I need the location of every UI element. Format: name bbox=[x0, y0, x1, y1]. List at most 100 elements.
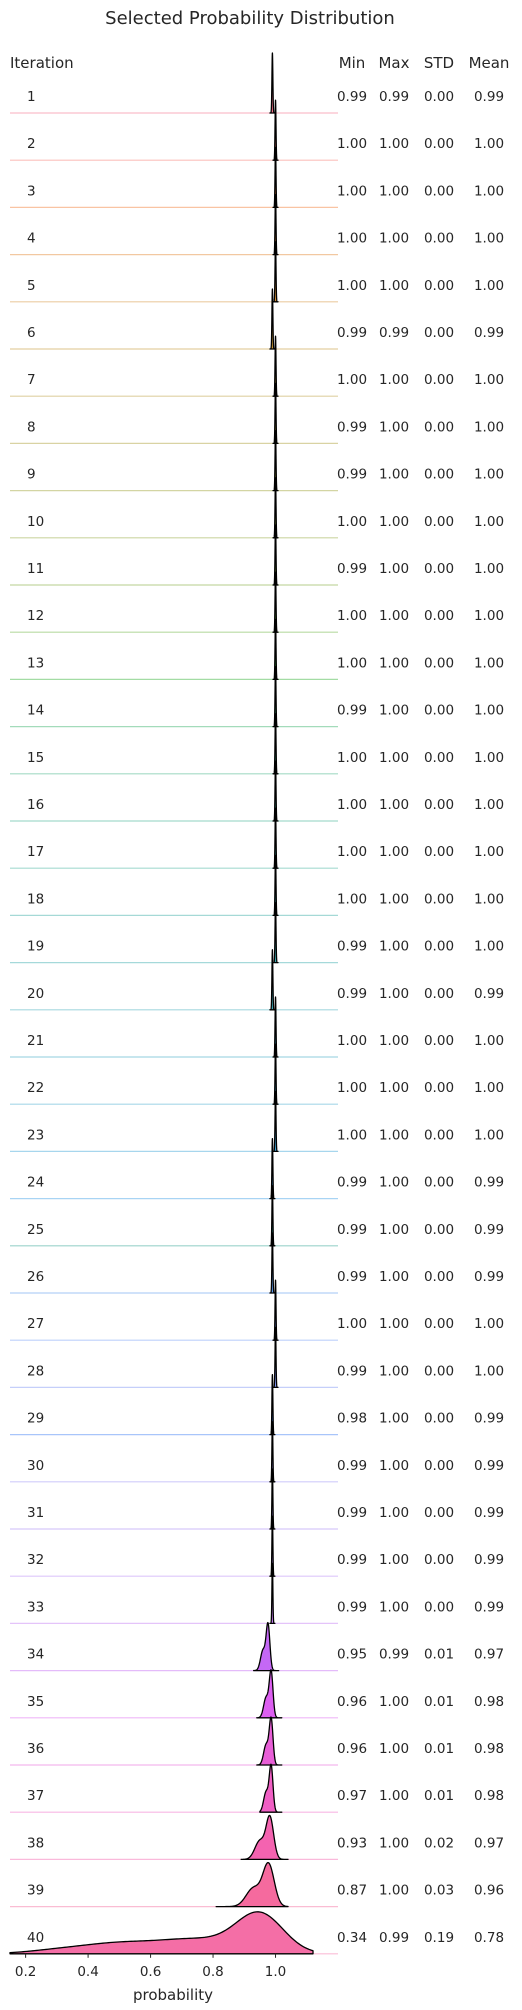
stat-std: 0.00 bbox=[424, 1033, 454, 1049]
stat-std: 0.00 bbox=[424, 703, 454, 719]
stat-min: 0.99 bbox=[337, 1458, 367, 1474]
stat-min: 0.99 bbox=[337, 1222, 367, 1238]
stat-max: 1.00 bbox=[379, 561, 409, 577]
stat-mean: 1.00 bbox=[474, 1316, 504, 1332]
iteration-column-header: Iteration bbox=[10, 54, 74, 72]
iteration-label: 13 bbox=[27, 655, 44, 671]
density-curve bbox=[215, 1861, 289, 1908]
stat-mean: 0.98 bbox=[474, 1694, 504, 1710]
density-curve bbox=[272, 429, 279, 492]
density-curve bbox=[272, 760, 279, 822]
ridge-row: 10 1.00 1.00 0.00 1.00 bbox=[10, 477, 504, 539]
stat-max: 1.00 bbox=[379, 1505, 409, 1521]
stat-max: 1.00 bbox=[379, 797, 409, 813]
iteration-label: 10 bbox=[27, 514, 44, 530]
stat-mean: 1.00 bbox=[474, 1033, 504, 1049]
stat-min: 1.00 bbox=[337, 372, 367, 388]
ridge-row: 21 1.00 1.00 0.00 1.00 bbox=[10, 996, 504, 1058]
iteration-label: 28 bbox=[27, 1363, 44, 1379]
density-curve bbox=[272, 571, 279, 633]
stat-max: 1.00 bbox=[379, 1788, 409, 1804]
density-curve bbox=[272, 477, 279, 539]
stat-max: 0.99 bbox=[379, 325, 409, 341]
stat-std: 0.00 bbox=[424, 1175, 454, 1191]
stat-mean: 1.00 bbox=[474, 1080, 504, 1096]
stat-max: 1.00 bbox=[379, 1458, 409, 1474]
ridge-row: 8 0.99 1.00 0.00 1.00 bbox=[10, 382, 504, 445]
stat-max: 1.00 bbox=[379, 136, 409, 152]
stat-mean: 1.00 bbox=[474, 278, 504, 294]
stat-max: 0.99 bbox=[379, 1930, 409, 1946]
stat-min: 1.00 bbox=[337, 750, 367, 766]
stat-std: 0.00 bbox=[424, 608, 454, 624]
stat-max: 1.00 bbox=[379, 1411, 409, 1427]
iteration-label: 4 bbox=[27, 231, 36, 247]
stat-max: 1.00 bbox=[379, 231, 409, 247]
stat-std: 0.00 bbox=[424, 89, 454, 105]
stat-max: 1.00 bbox=[379, 1033, 409, 1049]
stat-mean: 0.98 bbox=[474, 1788, 504, 1804]
stat-min: 1.00 bbox=[337, 655, 367, 671]
stat-min: 0.96 bbox=[337, 1741, 367, 1757]
stat-mean: 1.00 bbox=[474, 372, 504, 388]
density-curve bbox=[269, 949, 276, 1011]
ridge-row: 14 0.99 1.00 0.00 1.00 bbox=[10, 665, 504, 728]
stat-max: 1.00 bbox=[379, 1127, 409, 1143]
iteration-label: 12 bbox=[27, 608, 44, 624]
iteration-label: 30 bbox=[27, 1458, 44, 1474]
iteration-label: 34 bbox=[27, 1647, 44, 1663]
ridge-row: 17 1.00 1.00 0.00 1.00 bbox=[10, 807, 504, 869]
stat-std: 0.00 bbox=[424, 891, 454, 907]
stat-min: 0.93 bbox=[337, 1835, 367, 1851]
ridge-row: 27 1.00 1.00 0.00 1.00 bbox=[10, 1279, 504, 1341]
iteration-label: 37 bbox=[27, 1788, 44, 1804]
stat-mean: 1.00 bbox=[474, 939, 504, 955]
density-curve bbox=[259, 1763, 283, 1813]
ridge-row: 28 0.99 1.00 0.00 1.00 bbox=[10, 1326, 504, 1389]
ridge-row: 32 0.99 1.00 0.00 0.99 bbox=[10, 1515, 504, 1577]
stat-min: 1.00 bbox=[337, 1316, 367, 1332]
stat-mean: 1.00 bbox=[474, 561, 504, 577]
stat-min: 0.99 bbox=[337, 1505, 367, 1521]
stat-max: 1.00 bbox=[379, 1694, 409, 1710]
stat-max: 1.00 bbox=[379, 1222, 409, 1238]
density-curve bbox=[272, 854, 279, 917]
stat-min: 1.00 bbox=[337, 514, 367, 530]
stat-max: 1.00 bbox=[379, 608, 409, 624]
ridge-row: 7 1.00 1.00 0.00 1.00 bbox=[10, 335, 504, 397]
density-curve bbox=[272, 146, 279, 209]
stat-mean: 0.99 bbox=[474, 1458, 504, 1474]
stat-std: 0.00 bbox=[424, 1316, 454, 1332]
stat-mean: 1.00 bbox=[474, 231, 504, 247]
stat-mean: 1.00 bbox=[474, 183, 504, 199]
stat-min: 1.00 bbox=[337, 608, 367, 624]
iteration-label: 18 bbox=[27, 891, 44, 907]
density-curve bbox=[272, 901, 279, 964]
stat-std: 0.02 bbox=[424, 1835, 454, 1851]
stat-min: 0.99 bbox=[337, 89, 367, 105]
stat-min: 0.99 bbox=[337, 939, 367, 955]
stat-mean: 1.00 bbox=[474, 467, 504, 483]
stat-mean: 1.00 bbox=[474, 1127, 504, 1143]
iteration-label: 23 bbox=[27, 1127, 44, 1143]
stat-std: 0.00 bbox=[424, 1222, 454, 1238]
stat-max: 1.00 bbox=[379, 278, 409, 294]
ridge-row: 2 1.00 1.00 0.00 1.00 bbox=[10, 99, 504, 161]
ridge-row: 36 0.96 1.00 0.01 0.98 bbox=[10, 1716, 504, 1766]
ridge-row: 26 0.99 1.00 0.00 0.99 bbox=[10, 1232, 504, 1294]
stat-min: 0.99 bbox=[337, 561, 367, 577]
stat-max: 1.00 bbox=[379, 1599, 409, 1615]
ridge-rows: 1 0.99 0.99 0.00 0.992 1.00 1.00 0.00 1.003 1.00 1… bbox=[9, 52, 504, 1955]
ridge-row: 34 0.95 0.99 0.01 0.97 bbox=[10, 1621, 504, 1672]
stat-mean: 0.99 bbox=[474, 1175, 504, 1191]
density-curve bbox=[272, 618, 279, 681]
iteration-label: 2 bbox=[27, 136, 36, 152]
stat-max: 1.00 bbox=[379, 467, 409, 483]
density-curve bbox=[269, 1421, 276, 1483]
stat-mean: 0.99 bbox=[474, 986, 504, 1002]
stat-max: 1.00 bbox=[379, 1175, 409, 1191]
ridge-row: 31 0.99 1.00 0.00 0.99 bbox=[10, 1468, 504, 1530]
density-curve bbox=[272, 382, 279, 445]
ridge-row: 4 1.00 1.00 0.00 1.00 bbox=[10, 193, 504, 256]
